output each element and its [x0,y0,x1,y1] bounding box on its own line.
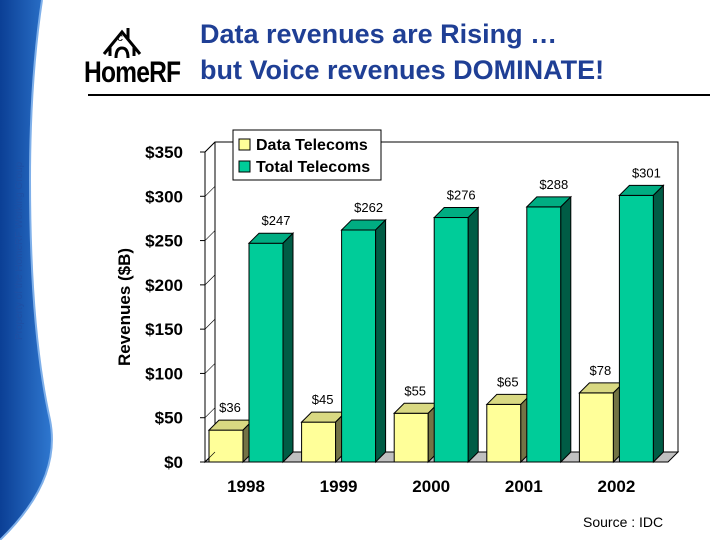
y-tick-label: $100 [145,364,183,383]
page-title: Data revenues are Rising … but Voice rev… [200,16,604,88]
y-tick-depth [204,186,216,197]
bar-data-2001-front [486,403,522,463]
y-tick-depth [204,230,216,241]
data-label: $65 [497,374,519,389]
bar-total-2002-side [652,184,664,464]
logo-wordmark: HomeRF [84,56,181,89]
bar-total-1999-side [375,218,387,464]
bar-total-1999-front [341,229,377,463]
bar-total-2001-front [526,206,562,463]
bar-data-2000 [392,402,440,464]
title-line-1: Data revenues are Rising … [200,19,558,49]
title-line-2: but Voice revenues DOMINATE! [200,55,605,85]
sidebar-vertical-text: Property of the HomeRF Working Group [14,161,25,340]
bar-data-1998 [207,418,255,464]
y-tick-label: $250 [145,232,183,251]
house-logo-icon: c [102,28,142,59]
y-tick-depth [204,318,216,330]
y-tick-label: $300 [145,187,183,206]
legend-label: Data Telecoms [256,137,368,154]
bar-total-1998-front [248,242,284,463]
y-tick-depth [204,407,216,418]
x-tick-label: 2002 [597,477,635,496]
bar-total-2001 [525,195,573,464]
data-label: $36 [219,400,241,415]
legend-swatch [238,160,251,173]
svg-text:c: c [117,30,123,44]
bar-total-2000 [432,206,480,464]
bar-data-2001 [485,393,533,464]
data-label: $276 [447,188,476,203]
bar-total-2001-side [560,195,572,464]
legend-swatch [238,138,251,151]
x-tick-label: 2000 [412,477,450,496]
y-tick-depth [204,363,216,374]
bar-data-2002 [578,381,625,464]
bar-total-2000-front [433,217,469,463]
bar-total-2000-side [467,206,479,464]
bar-total-1998-side [282,232,294,464]
bar-data-1999 [300,410,347,464]
data-label: $78 [590,363,612,378]
x-tick-label: 1998 [227,477,265,496]
x-tick-label: 1999 [320,477,358,496]
y-tick-depth [204,141,216,153]
bar-total-2002 [618,184,665,464]
y-tick-label: $350 [145,143,183,162]
bar-data-1998-front [208,429,244,463]
bar-total-1998 [247,232,295,464]
source-note: Source : IDC [583,514,664,530]
bar-data-1999-front [301,421,337,463]
y-tick-label: $50 [155,409,183,428]
revenue-bar-chart: $0 $50 $100 $150 $200 $250 $300 $350 Revenues ($… [115,129,680,496]
y-tick-depth [204,451,216,463]
data-label: $288 [539,177,568,192]
data-label: $301 [632,165,661,180]
y-tick-depth [204,274,216,286]
data-label: $55 [404,383,426,398]
legend-label: Total Telecoms [256,159,370,176]
data-label: $262 [354,200,383,215]
x-tick-label: 2001 [505,477,543,496]
bar-total-2002-front [618,194,654,463]
y-tick-label: $200 [145,276,183,295]
data-label: $247 [262,213,291,228]
bar-data-2002-front [578,392,614,463]
legend-box [232,129,382,181]
y-tick-label: $0 [164,453,183,472]
bar-data-2000-front [393,412,429,463]
data-label: $45 [312,392,334,407]
y-axis-title: Revenues ($B) [115,248,134,366]
title-divider [88,94,710,96]
y-tick-label: $150 [145,320,183,339]
bar-total-1999 [340,218,387,464]
